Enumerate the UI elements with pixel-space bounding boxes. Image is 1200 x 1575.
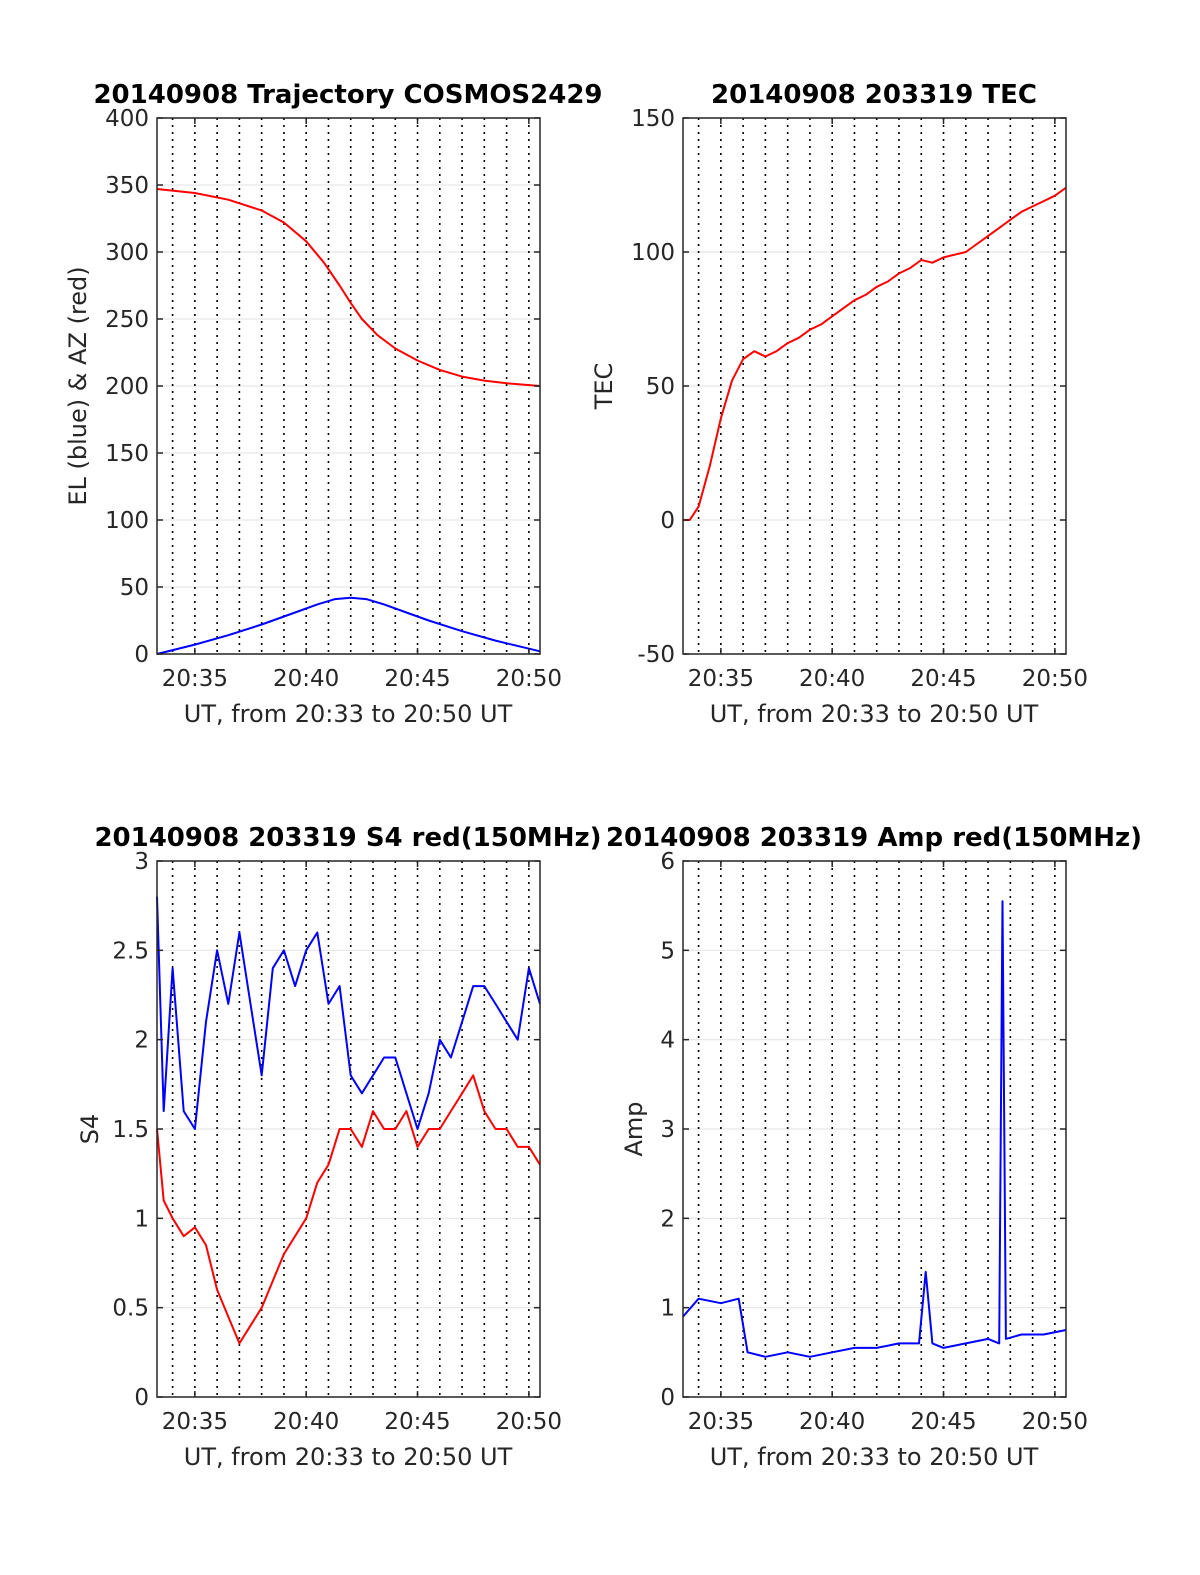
y-tick-label: 5 [660, 938, 675, 964]
y-tick-label: 2.5 [112, 938, 149, 964]
x-axis-label: UT, from 20:33 to 20:50 UT [710, 700, 1039, 728]
panel-title: 20140908 203319 S4 red(150MHz) [94, 823, 601, 853]
x-tick-label: 20:50 [496, 1409, 562, 1435]
series-line [682, 900, 1067, 1358]
series-line [683, 186, 1067, 521]
x-tick-label: 20:35 [162, 1409, 228, 1435]
x-axis-label: UT, from 20:33 to 20:50 UT [710, 1443, 1039, 1471]
y-tick-label: 0.5 [112, 1296, 149, 1322]
y-tick-label: 6 [660, 849, 675, 875]
y-tick-label: 3 [660, 1117, 675, 1143]
y-tick-label: 1 [660, 1296, 675, 1322]
x-tick-label: 20:40 [273, 1409, 339, 1435]
series-line [156, 896, 541, 1130]
panel-amp: 20140908 203319 Amp red(150MHz) UT, from… [606, 823, 1142, 1471]
x-axis-label: UT, from 20:33 to 20:50 UT [184, 1443, 513, 1471]
y-axis-label: TEC [590, 363, 618, 411]
y-tick-label: 4 [660, 1028, 675, 1054]
x-tick-label: 20:45 [384, 666, 450, 692]
y-tick-label: 0 [660, 1385, 675, 1411]
y-tick-label: 3 [134, 849, 149, 875]
y-tick-label: 2 [660, 1206, 675, 1232]
x-tick-label: 20:45 [910, 1409, 976, 1435]
x-axis-label: UT, from 20:33 to 20:50 UT [184, 700, 513, 728]
panel-trajectory: 20140908 Trajectory COSMOS2429 UT, from … [64, 80, 603, 728]
y-tick-label: 100 [105, 508, 149, 534]
y-tick-label: 200 [105, 374, 149, 400]
x-tick-label: 20:50 [1022, 1409, 1088, 1435]
x-tick-label: 20:40 [799, 1409, 865, 1435]
y-tick-label: 50 [120, 575, 149, 601]
panel-title: 20140908 Trajectory COSMOS2429 [93, 80, 602, 110]
y-tick-label: 400 [105, 106, 149, 132]
x-tick-label: 20:50 [496, 666, 562, 692]
y-tick-label: -50 [637, 642, 675, 668]
y-tick-label: 1 [134, 1206, 149, 1232]
x-tick-label: 20:35 [688, 1409, 754, 1435]
y-tick-label: 0 [660, 508, 675, 534]
panel-title: 20140908 203319 Amp red(150MHz) [606, 823, 1142, 853]
x-tick-label: 20:35 [688, 666, 754, 692]
y-tick-label: 2 [134, 1028, 149, 1054]
series-line [156, 596, 541, 655]
y-axis-label: S4 [76, 1114, 104, 1145]
x-tick-label: 20:40 [273, 666, 339, 692]
y-axis-label: EL (blue) & AZ (red) [64, 266, 92, 505]
y-tick-label: 50 [646, 374, 675, 400]
panel-tec: 20140908 203319 TEC UT, from 20:33 to 20… [590, 80, 1088, 728]
y-tick-label: 150 [105, 441, 149, 467]
panel-title: 20140908 203319 TEC [711, 80, 1037, 110]
y-tick-label: 0 [134, 1385, 149, 1411]
y-tick-label: 1.5 [112, 1117, 149, 1143]
series-line [156, 1074, 541, 1345]
x-tick-label: 20:45 [910, 666, 976, 692]
y-tick-label: 0 [134, 642, 149, 668]
y-tick-label: 300 [105, 240, 149, 266]
panel-s4: 20140908 203319 S4 red(150MHz) UT, from … [76, 823, 602, 1471]
x-tick-label: 20:50 [1022, 666, 1088, 692]
x-tick-label: 20:35 [162, 666, 228, 692]
y-tick-label: 350 [105, 173, 149, 199]
series-line [156, 188, 541, 387]
y-tick-label: 100 [631, 240, 675, 266]
y-tick-label: 250 [105, 307, 149, 333]
x-tick-label: 20:40 [799, 666, 865, 692]
y-tick-label: 150 [631, 106, 675, 132]
y-axis-label: Amp [620, 1101, 648, 1156]
x-tick-label: 20:45 [384, 1409, 450, 1435]
